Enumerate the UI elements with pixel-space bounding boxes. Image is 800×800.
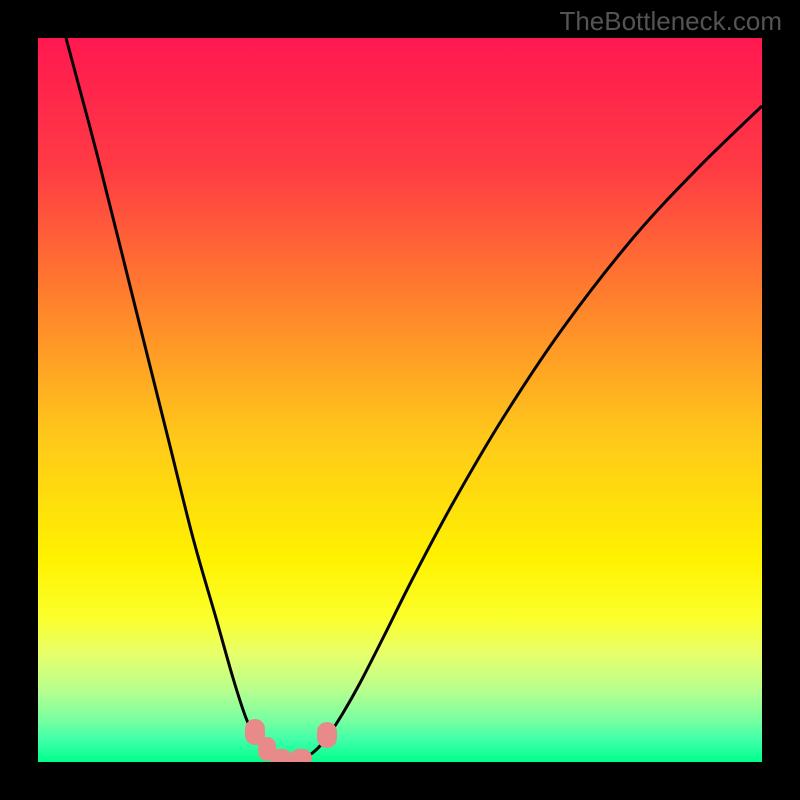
curve-path [66,38,762,761]
highlight-dot [290,749,312,762]
watermark-text: TheBottleneck.com [559,6,782,37]
highlight-dot [270,749,292,762]
bottleneck-curve [38,38,762,762]
chart-area [38,38,762,762]
highlight-dot [317,722,337,748]
